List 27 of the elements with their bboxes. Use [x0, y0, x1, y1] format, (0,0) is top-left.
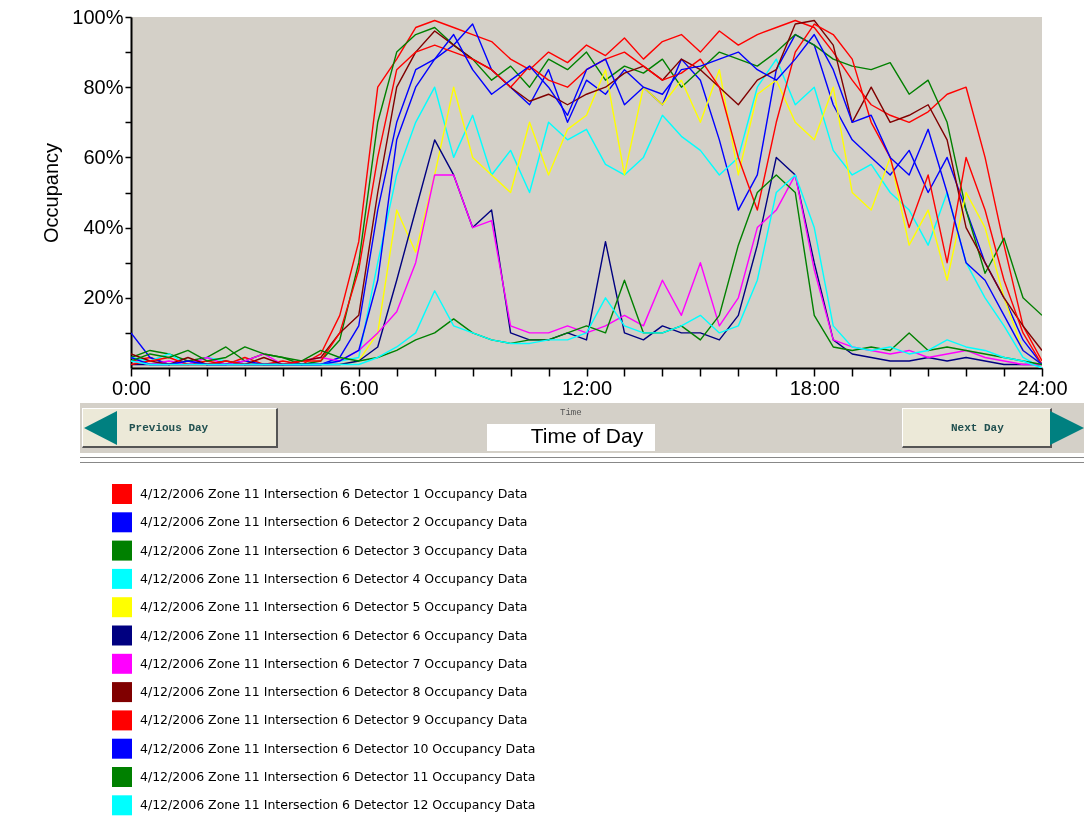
x-tick-label: 6:00	[339, 376, 379, 399]
x-axis-title: Time of Day	[530, 423, 644, 447]
y-tick-label: 20%	[83, 286, 124, 309]
legend-label: 4/12/2006 Zone 11 Intersection 6 Detector 2 Occupancy Data	[140, 514, 528, 530]
y-tick-label: 60%	[83, 145, 124, 168]
legend-label: 4/12/2006 Zone 11 Intersection 6 Detector 10 Occupancy Data	[140, 740, 536, 756]
y-axis-title: Occupancy	[40, 142, 63, 244]
legend-label: 4/12/2006 Zone 11 Intersection 6 Detector 4 Occupancy Data	[140, 570, 528, 586]
x-tick-label: 18:00	[789, 376, 840, 399]
legend-label: 4/12/2006 Zone 11 Intersection 6 Detector 12 Occupancy Data	[140, 797, 536, 813]
legend-label: 4/12/2006 Zone 11 Intersection 6 Detector 7 Occupancy Data	[140, 655, 528, 671]
legend-label: 4/12/2006 Zone 11 Intersection 6 Detector 6 Occupancy Data	[140, 627, 528, 643]
legend-label: 4/12/2006 Zone 11 Intersection 6 Detector 3 Occupancy Data	[140, 542, 528, 558]
legend-label: 4/12/2006 Zone 11 Intersection 6 Detector 5 Occupancy Data	[140, 599, 528, 615]
x-tick-label: 12:00	[561, 376, 613, 399]
legend-label: 4/12/2006 Zone 11 Intersection 6 Detector 8 Occupancy Data	[140, 684, 528, 700]
y-tick-label: 40%	[83, 216, 124, 239]
text: Previous Day	[82, 408, 278, 448]
x-tick-label: 24:00	[1017, 376, 1068, 399]
x-tick-label: 0:00	[112, 376, 151, 399]
text: Next Day	[902, 408, 1052, 448]
text: Time	[560, 408, 583, 418]
legend-label: 4/12/2006 Zone 11 Intersection 6 Detector 11 Occupancy Data	[140, 769, 536, 784]
y-tick-label: 100%	[72, 5, 124, 28]
legend-label: 4/12/2006 Zone 11 Intersection 6 Detector 1 Occupancy Data	[140, 486, 528, 501]
y-tick-label: 80%	[83, 75, 124, 98]
legend-label: 4/12/2006 Zone 11 Intersection 6 Detector 9 Occupancy Data	[140, 712, 528, 728]
